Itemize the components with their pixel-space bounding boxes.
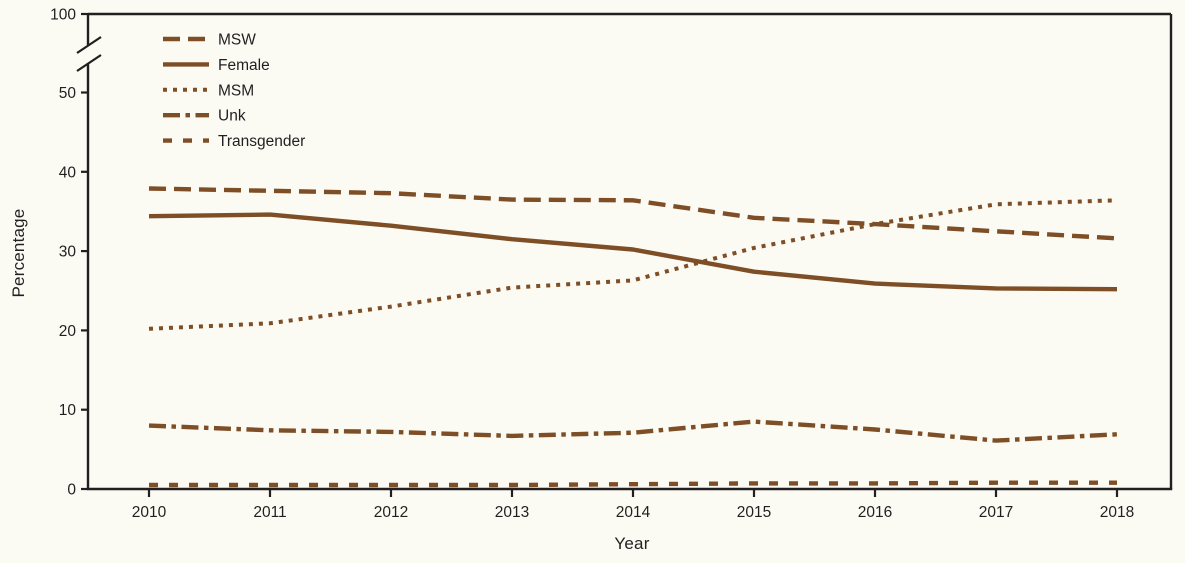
x-tick-label: 2011 <box>253 504 286 521</box>
y-tick-label: 40 <box>59 164 77 181</box>
x-tick-label: 2013 <box>495 504 529 521</box>
axis-break-slash <box>76 54 102 72</box>
axis-break-slash <box>76 36 102 54</box>
y-axis-title: Percentage <box>9 208 28 298</box>
x-tick-label: 2016 <box>858 504 892 521</box>
x-tick-label: 2012 <box>374 504 408 521</box>
x-tick-label: 2014 <box>616 504 651 521</box>
series-line-msw <box>148 186 1118 241</box>
legend-label-msw: MSW <box>218 32 256 49</box>
y-tick-label: 30 <box>59 244 77 261</box>
x-axis-title: Year <box>614 534 650 553</box>
y-tick-label: 20 <box>59 323 77 340</box>
legend-label-transgender: Transgender <box>218 133 305 150</box>
y-tick-label: 100 <box>50 7 76 24</box>
x-tick-label: 2010 <box>132 504 167 521</box>
series-line-transgender <box>149 480 1117 488</box>
series-line-female <box>148 212 1118 292</box>
x-tick-label: 2017 <box>979 504 1013 521</box>
x-tick-label: 2015 <box>737 504 771 521</box>
legend-label-msm: MSM <box>218 82 254 99</box>
series-line-msm <box>148 198 1118 331</box>
y-tick-label: 50 <box>59 85 77 102</box>
legend-label-female: Female <box>218 57 270 74</box>
legend-label-unk: Unk <box>218 108 246 125</box>
y-tick-label: 10 <box>59 402 77 419</box>
series-line-unk <box>148 419 1118 443</box>
x-tick-label: 2018 <box>1100 504 1134 521</box>
y-tick-label: 0 <box>67 482 76 499</box>
